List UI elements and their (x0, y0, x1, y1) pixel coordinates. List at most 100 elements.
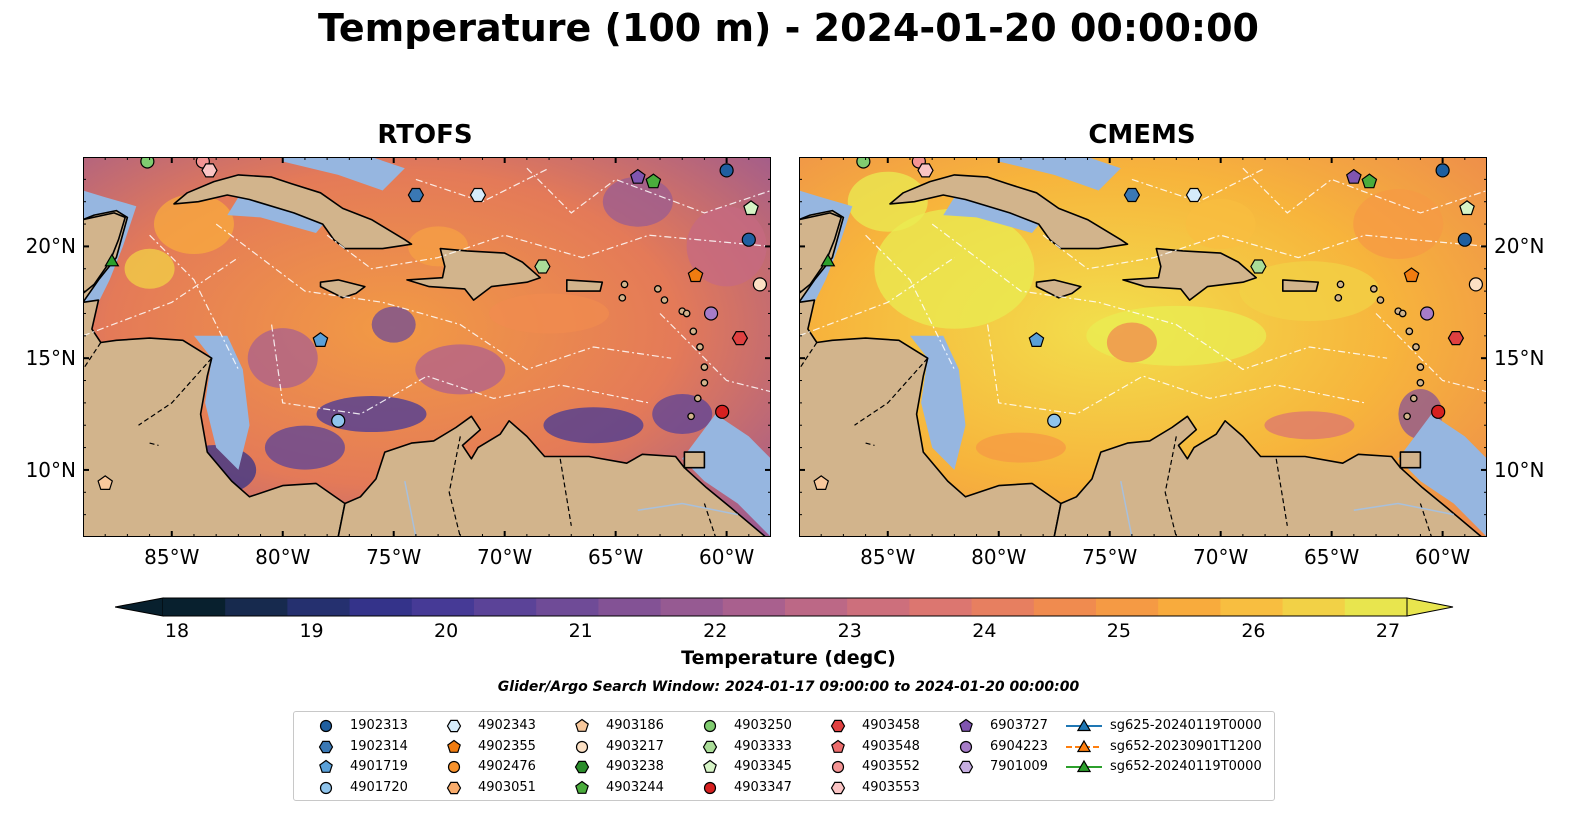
lon-tick-label: 75°W (1082, 545, 1138, 569)
legend-marker-4903553[interactable] (830, 781, 846, 794)
legend-marker-4903051[interactable] (446, 781, 462, 794)
colorbar-segment (722, 598, 786, 616)
marker-4903458[interactable] (1447, 331, 1465, 346)
legend-marker-sg652-20230901T1200[interactable] (1076, 739, 1092, 752)
marker-4903347[interactable] (715, 404, 730, 419)
colorbar-segment (163, 598, 226, 616)
legend-marker-4903345[interactable] (703, 759, 717, 773)
marker-1902313[interactable] (1457, 232, 1472, 247)
legend-marker-sg652-20240119T0000[interactable] (1076, 759, 1092, 773)
legend-marker-1902313[interactable] (319, 719, 333, 733)
colorbar-max-extend (1406, 597, 1454, 617)
island (693, 394, 702, 403)
legend-marker-4901720[interactable] (319, 781, 333, 794)
marker-6903727[interactable] (1345, 168, 1362, 184)
marker-4903553[interactable] (201, 163, 218, 178)
marker-4903244[interactable] (1361, 173, 1378, 189)
legend-marker-sg625-20240119T0000[interactable] (1076, 718, 1092, 732)
legend-marker-4903347[interactable] (703, 781, 717, 794)
marker-4902343[interactable] (469, 187, 487, 203)
colorbar-segment (1158, 598, 1221, 616)
marker-4903347[interactable] (1431, 404, 1446, 419)
legend-marker-4903244[interactable] (575, 780, 589, 794)
legend-marker-4903548[interactable] (831, 739, 845, 753)
lon-tick-label: 60°W (698, 545, 755, 569)
shallow-shelf (1398, 414, 1487, 537)
marker-4903217[interactable] (1468, 277, 1484, 292)
colorbar-tick-label: 21 (568, 620, 593, 642)
marker-1902313[interactable] (741, 232, 756, 247)
marker-4903186[interactable] (97, 475, 114, 490)
legend-label: 4903333 (734, 738, 792, 754)
marker-4903333[interactable] (534, 259, 551, 274)
marker-1902313[interactable] (719, 163, 734, 178)
land-puerto-rico (565, 279, 604, 292)
legend-label: 4901720 (350, 779, 408, 795)
map-rtofs[interactable] (83, 157, 771, 537)
legend-marker-4903333[interactable] (702, 740, 718, 753)
legend-marker-4902355[interactable] (447, 739, 461, 753)
legend-marker-7901009[interactable] (958, 760, 974, 774)
island (653, 285, 662, 293)
legend-marker-6904223[interactable] (959, 740, 973, 753)
lat-tick-label: 20°N (1494, 234, 1545, 259)
marker-4903333[interactable] (1250, 259, 1267, 274)
marker-6903727[interactable] (629, 168, 646, 184)
marker-1902313[interactable] (1435, 163, 1450, 178)
land-trinidad (1399, 451, 1422, 469)
land-yucatan-tip (83, 212, 127, 295)
legend-label: 4903244 (606, 779, 664, 795)
marker-sg652-20240119T0000[interactable] (104, 253, 120, 267)
marker-4901719[interactable] (312, 332, 329, 347)
marker-4903186[interactable] (813, 475, 830, 490)
marker-4903217[interactable] (752, 277, 768, 292)
marker-4902355[interactable] (687, 267, 704, 283)
island (1412, 343, 1420, 351)
colorbar-segment (287, 598, 351, 616)
map-cmems[interactable] (799, 157, 1487, 537)
colorbar-segment (847, 598, 910, 616)
marker-4903553[interactable] (917, 163, 934, 178)
marker-4903458[interactable] (731, 331, 749, 346)
island (1334, 293, 1343, 302)
legend-marker-4903458[interactable] (830, 719, 846, 733)
legend-marker-4903238[interactable] (574, 760, 590, 774)
legend-label: 4903347 (734, 779, 792, 795)
colorbar (115, 597, 1454, 617)
legend-marker-1902314[interactable] (318, 740, 334, 753)
shallow-shelf (998, 157, 1121, 191)
colorbar-tick-label: 24 (972, 620, 997, 642)
marker-4903244[interactable] (645, 173, 662, 189)
legend-label: 7901009 (990, 759, 1048, 774)
island (1416, 378, 1425, 387)
marker-1902314[interactable] (407, 187, 425, 203)
marker-sg652-20240119T0000[interactable] (820, 253, 836, 267)
marker-4902355[interactable] (1403, 267, 1420, 283)
legend-marker-4903186[interactable] (575, 718, 589, 732)
marker-4903250[interactable] (856, 157, 871, 169)
legend-marker-4903217[interactable] (575, 740, 589, 753)
lat-tick-label: 20°N (25, 234, 76, 259)
marker-4901720[interactable] (1047, 413, 1062, 428)
marker-4901719[interactable] (1028, 332, 1045, 347)
island (660, 296, 669, 304)
marker-4903345[interactable] (1459, 200, 1475, 216)
marker-4901720[interactable] (331, 413, 346, 428)
marker-1902314[interactable] (1123, 187, 1141, 203)
legend-label: sg652-20240119T0000 (1110, 759, 1262, 774)
legend-marker-4903250[interactable] (703, 719, 717, 733)
legend-marker-4902343[interactable] (446, 719, 462, 733)
marker-4903345[interactable] (743, 200, 759, 216)
marker-4902343[interactable] (1185, 187, 1203, 203)
marker-4903250[interactable] (140, 157, 155, 169)
land-trinidad (683, 451, 706, 469)
legend-marker-6903727[interactable] (959, 718, 973, 732)
legend-marker-4902476[interactable] (447, 760, 461, 774)
panel-title-rtofs: RTOFS (377, 120, 473, 150)
marker-6904223[interactable] (703, 306, 719, 321)
legend-marker-4903552[interactable] (831, 760, 845, 774)
legend-marker-4901719[interactable] (319, 759, 333, 773)
marker-6904223[interactable] (1419, 306, 1435, 321)
island (1409, 394, 1418, 403)
legend-label: 6904223 (990, 738, 1048, 754)
